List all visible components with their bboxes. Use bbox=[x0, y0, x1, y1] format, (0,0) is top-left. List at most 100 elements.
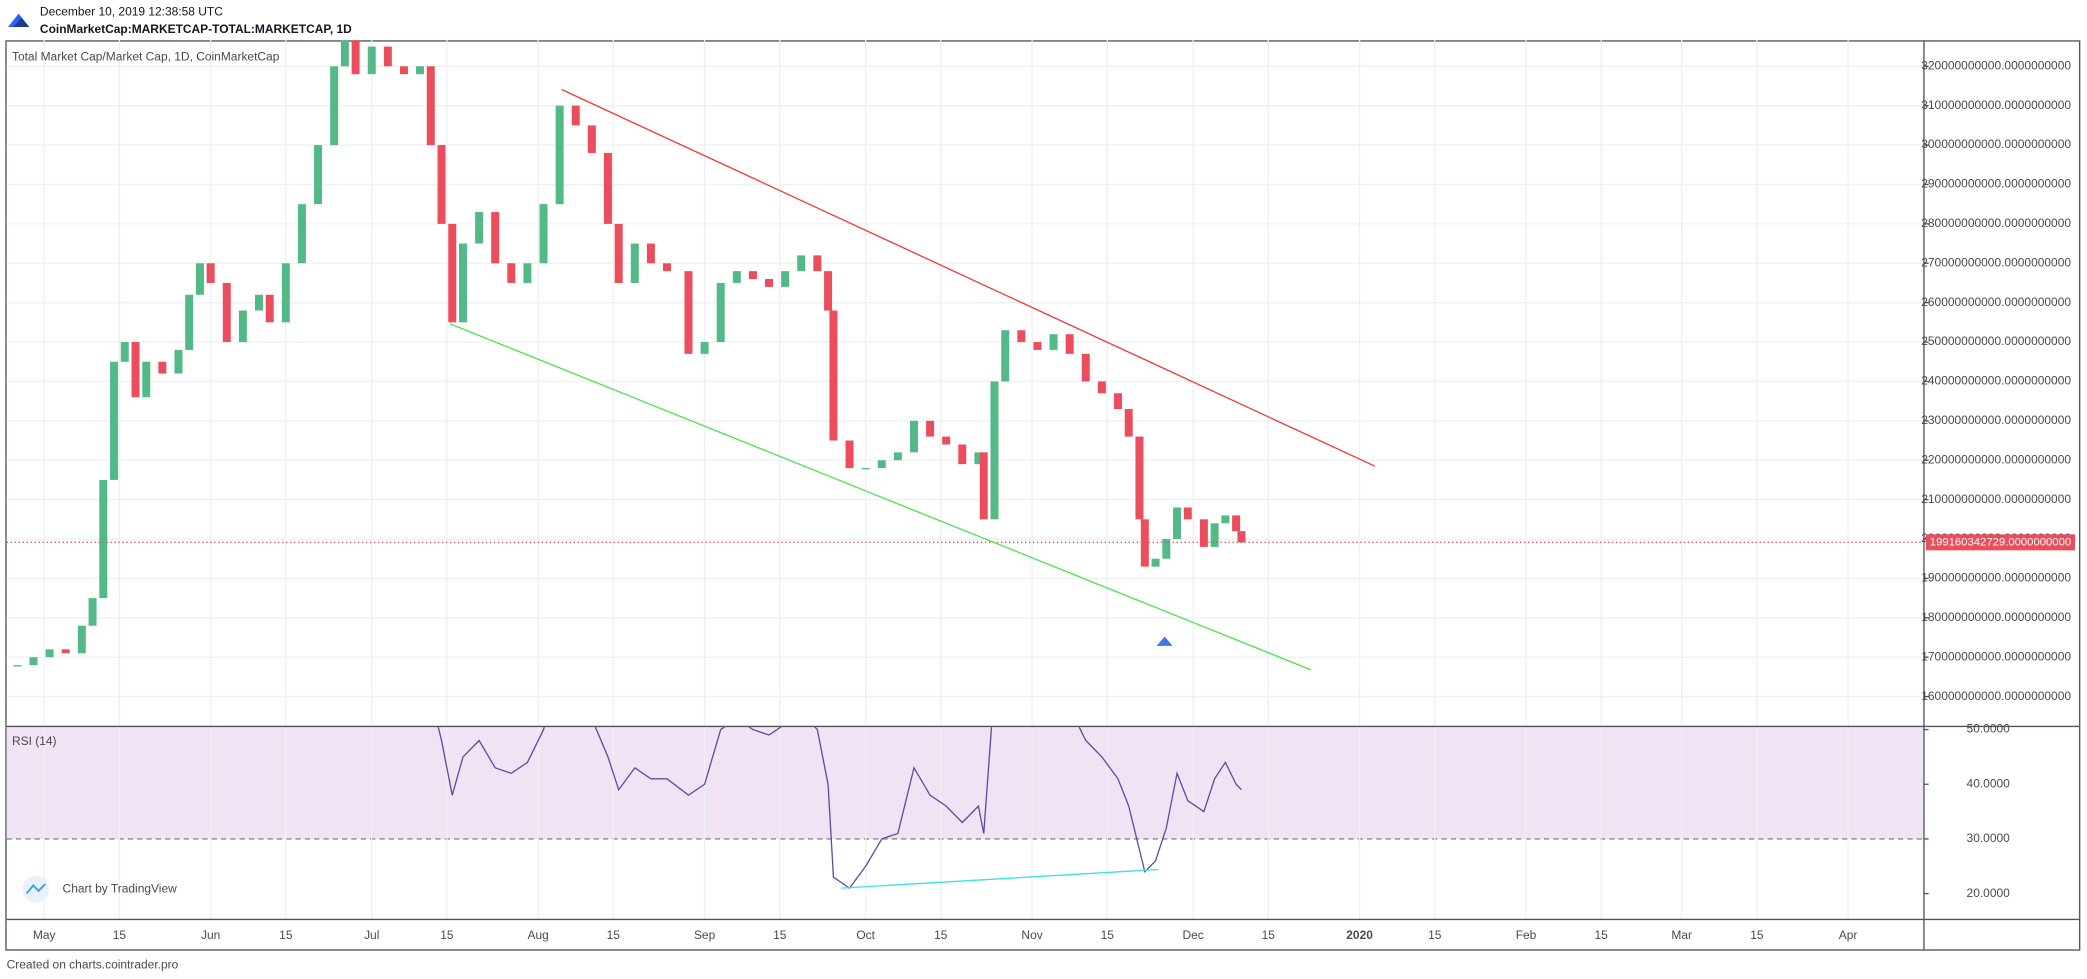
candle bbox=[663, 263, 672, 272]
candle bbox=[877, 460, 886, 469]
candle bbox=[459, 243, 467, 323]
x-tick-label: 15 bbox=[440, 928, 454, 942]
candle bbox=[61, 649, 70, 654]
candle bbox=[926, 420, 935, 437]
candle bbox=[174, 349, 183, 374]
last-price-label: 199160342729.0000000000 bbox=[1930, 536, 2071, 548]
candle bbox=[448, 223, 457, 323]
candle bbox=[399, 66, 408, 75]
candle bbox=[1017, 330, 1026, 343]
candle bbox=[314, 145, 323, 205]
candle bbox=[1162, 539, 1171, 559]
rsi-y-tick-label: 30.0000 bbox=[1967, 831, 2011, 845]
candle bbox=[829, 310, 838, 441]
candle bbox=[1033, 342, 1042, 350]
candle bbox=[614, 223, 623, 283]
candle bbox=[1081, 353, 1090, 382]
candle bbox=[974, 452, 983, 465]
y-tick-label: 160000000000.0000000000 bbox=[1921, 689, 2071, 703]
y-tick-label: 300000000000.0000000000 bbox=[1921, 137, 2071, 151]
marker bbox=[1156, 636, 1173, 646]
rsi-trend-line bbox=[841, 868, 1159, 889]
candle bbox=[1135, 436, 1144, 520]
candle bbox=[206, 263, 215, 283]
frame bbox=[5, 40, 2081, 951]
candle bbox=[1049, 334, 1058, 350]
candle bbox=[1097, 381, 1106, 394]
x-tick-label: 15 bbox=[113, 928, 127, 942]
candle bbox=[523, 263, 532, 283]
candle bbox=[77, 625, 86, 654]
candle bbox=[1221, 515, 1230, 524]
candle bbox=[131, 342, 140, 398]
branding-text: Chart by TradingView bbox=[63, 882, 178, 896]
chart-title: Total Market Cap/Market Cap, 1D, CoinMar… bbox=[12, 50, 280, 64]
candle bbox=[1173, 507, 1182, 540]
y-tick-label: 290000000000.0000000000 bbox=[1921, 177, 2071, 191]
candle bbox=[765, 279, 774, 287]
candle bbox=[99, 479, 108, 599]
x-tick-label: 15 bbox=[1428, 928, 1442, 942]
y-tick-label: 230000000000.0000000000 bbox=[1921, 413, 2071, 427]
rsi-band bbox=[6, 725, 1924, 839]
candle bbox=[222, 282, 231, 343]
candle bbox=[716, 282, 725, 343]
candle bbox=[437, 145, 446, 224]
candle bbox=[1232, 515, 1241, 532]
y-tick-label: 310000000000.0000000000 bbox=[1921, 98, 2071, 112]
candle bbox=[1210, 523, 1219, 547]
candle bbox=[238, 310, 247, 343]
footer: Created on charts.cointrader.pro bbox=[7, 957, 179, 971]
rsi-title: RSI (14) bbox=[12, 734, 57, 748]
y-tick-label: 220000000000.0000000000 bbox=[1921, 452, 2071, 466]
rsi-line bbox=[437, 727, 1242, 890]
logo bbox=[7, 13, 30, 27]
x-tick-label: Jul bbox=[364, 928, 379, 942]
candle bbox=[351, 40, 360, 75]
candle bbox=[185, 294, 194, 350]
x-tick-label: Oct bbox=[856, 928, 875, 942]
symbol: CoinMarketCap:MARKETCAP-TOTAL:MARKETCAP,… bbox=[40, 22, 352, 36]
candle bbox=[1124, 409, 1133, 437]
candle bbox=[158, 361, 167, 374]
candle bbox=[491, 212, 500, 264]
candle bbox=[88, 598, 97, 626]
candle bbox=[475, 212, 484, 244]
candle bbox=[781, 271, 790, 287]
rsi-y-tick-label: 40.0000 bbox=[1967, 776, 2011, 790]
y-tick-label: 320000000000.0000000000 bbox=[1921, 58, 2071, 72]
candle bbox=[340, 40, 349, 67]
y-tick-label: 210000000000.0000000000 bbox=[1921, 492, 2071, 506]
candle bbox=[539, 204, 548, 264]
candle bbox=[571, 105, 580, 126]
x-tick-label: 15 bbox=[1595, 928, 1609, 942]
candle bbox=[1065, 334, 1074, 354]
last-price-box bbox=[1925, 534, 2076, 551]
candle bbox=[120, 342, 129, 362]
candles bbox=[13, 40, 1246, 667]
candle bbox=[1113, 393, 1122, 410]
candle bbox=[383, 46, 392, 67]
candle bbox=[732, 271, 741, 283]
candle bbox=[893, 452, 902, 461]
candle bbox=[684, 271, 693, 354]
candle bbox=[646, 243, 655, 264]
x-tick-label: Mar bbox=[1671, 928, 1692, 942]
candle bbox=[1237, 531, 1246, 543]
rsi-y-tick-label: 20.0000 bbox=[1967, 886, 2011, 900]
candle bbox=[603, 152, 612, 224]
x-tick-label: 15 bbox=[279, 928, 293, 942]
branding: Chart by TradingView bbox=[22, 876, 178, 903]
y-tick-label: 280000000000.0000000000 bbox=[1921, 216, 2071, 230]
x-tick-label: 15 bbox=[1101, 928, 1115, 942]
y-tick-label: 180000000000.0000000000 bbox=[1921, 610, 2071, 624]
candle bbox=[813, 255, 822, 272]
candle bbox=[426, 66, 435, 146]
candle bbox=[942, 436, 951, 445]
x-tick-label: Apr bbox=[1839, 928, 1858, 942]
candle bbox=[990, 381, 999, 520]
x-tick-label: Sep bbox=[694, 928, 716, 942]
candle bbox=[630, 243, 639, 283]
candle bbox=[700, 342, 709, 354]
